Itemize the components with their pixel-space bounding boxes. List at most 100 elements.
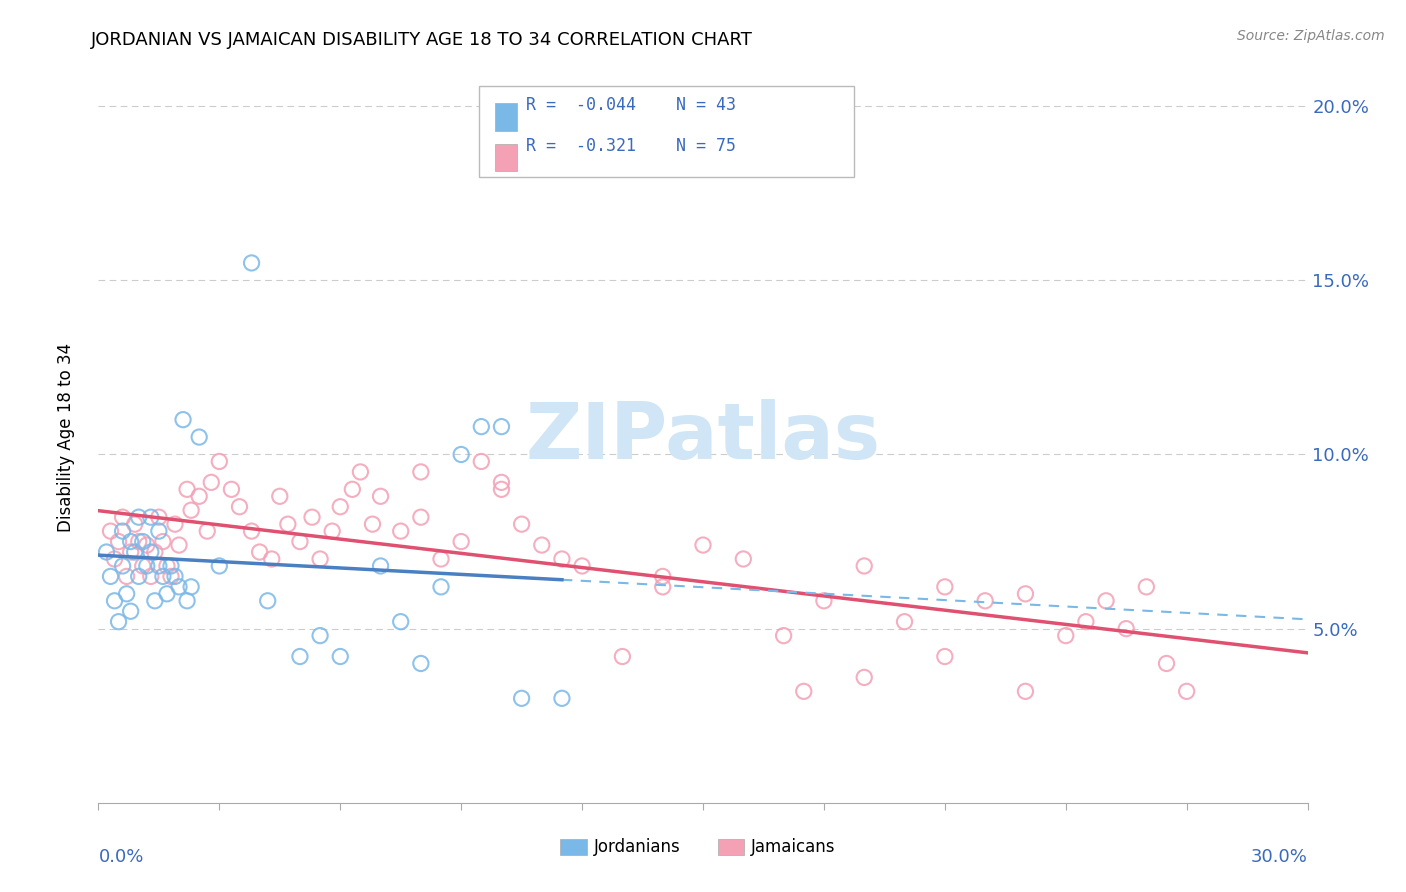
Point [1014, 684, 1036, 698]
Point [107, 615, 129, 629]
Point [934, 580, 956, 594]
Point [510, 517, 533, 532]
Point [1175, 684, 1198, 698]
Point [96, 545, 118, 559]
Point [370, 489, 392, 503]
Point [1095, 594, 1118, 608]
Point [107, 534, 129, 549]
Point [1115, 622, 1137, 636]
Point [120, 534, 142, 549]
Point [163, 517, 186, 532]
Point [132, 558, 155, 573]
Point [221, 483, 243, 497]
Point [143, 594, 166, 608]
Point [260, 552, 283, 566]
Point [893, 615, 915, 629]
Point [1014, 587, 1036, 601]
Point [974, 594, 997, 608]
Point [167, 538, 190, 552]
Text: 30.0%: 30.0% [1251, 848, 1308, 866]
Point [361, 517, 384, 532]
Point [115, 569, 138, 583]
Point [160, 558, 183, 573]
Point [115, 587, 138, 601]
Point [188, 489, 211, 503]
Text: R =  -0.321    N = 75: R = -0.321 N = 75 [526, 136, 737, 155]
Point [733, 552, 755, 566]
Point [128, 510, 150, 524]
Point [491, 419, 513, 434]
Point [853, 558, 876, 573]
Point [409, 510, 432, 524]
Point [132, 534, 155, 549]
Point [103, 552, 125, 566]
Point [409, 657, 432, 671]
Point [329, 500, 352, 514]
Point [342, 483, 364, 497]
Point [200, 475, 222, 490]
Bar [495, 144, 517, 171]
Point [160, 569, 183, 583]
Point [180, 503, 202, 517]
Point [100, 524, 122, 538]
Point [124, 517, 146, 532]
Point [120, 545, 142, 559]
Point [853, 670, 876, 684]
Text: 0.0%: 0.0% [98, 848, 143, 866]
Point [571, 558, 593, 573]
Point [934, 649, 956, 664]
Point [309, 629, 332, 643]
Point [139, 510, 162, 524]
Point [208, 454, 231, 468]
Point [135, 538, 157, 552]
Point [228, 500, 250, 514]
Point [100, 569, 122, 583]
Point [124, 545, 146, 559]
Point [1054, 629, 1077, 643]
Point [651, 580, 673, 594]
Point [240, 256, 263, 270]
Point [409, 465, 432, 479]
Point [772, 629, 794, 643]
Point [450, 534, 472, 549]
Bar [561, 839, 586, 855]
Point [111, 558, 134, 573]
Text: Jamaicans: Jamaicans [751, 838, 835, 855]
Point [269, 489, 291, 503]
Point [167, 580, 190, 594]
Point [813, 594, 835, 608]
Point [128, 534, 150, 549]
Point [692, 538, 714, 552]
Point [321, 524, 343, 538]
Point [491, 475, 513, 490]
Point [1156, 657, 1178, 671]
Bar [717, 839, 744, 855]
Point [491, 483, 513, 497]
Text: JORDANIAN VS JAMAICAN DISABILITY AGE 18 TO 34 CORRELATION CHART: JORDANIAN VS JAMAICAN DISABILITY AGE 18 … [91, 31, 754, 49]
Point [208, 558, 231, 573]
Point [111, 524, 134, 538]
Point [510, 691, 533, 706]
Point [389, 615, 412, 629]
Point [277, 517, 299, 532]
Text: R =  -0.044    N = 43: R = -0.044 N = 43 [526, 96, 737, 114]
Point [240, 524, 263, 538]
Point [148, 558, 170, 573]
Point [156, 558, 179, 573]
Point [143, 545, 166, 559]
Point [288, 649, 311, 664]
Point [288, 534, 311, 549]
Point [651, 569, 673, 583]
Point [249, 545, 271, 559]
FancyBboxPatch shape [479, 86, 855, 178]
Text: Jordanians: Jordanians [595, 838, 681, 855]
Point [329, 649, 352, 664]
Point [450, 448, 472, 462]
Point [172, 412, 194, 426]
Point [389, 524, 412, 538]
Y-axis label: Disability Age 18 to 34: Disability Age 18 to 34 [56, 343, 75, 532]
Text: Source: ZipAtlas.com: Source: ZipAtlas.com [1237, 29, 1385, 43]
Point [256, 594, 278, 608]
Point [551, 552, 574, 566]
Point [111, 510, 134, 524]
